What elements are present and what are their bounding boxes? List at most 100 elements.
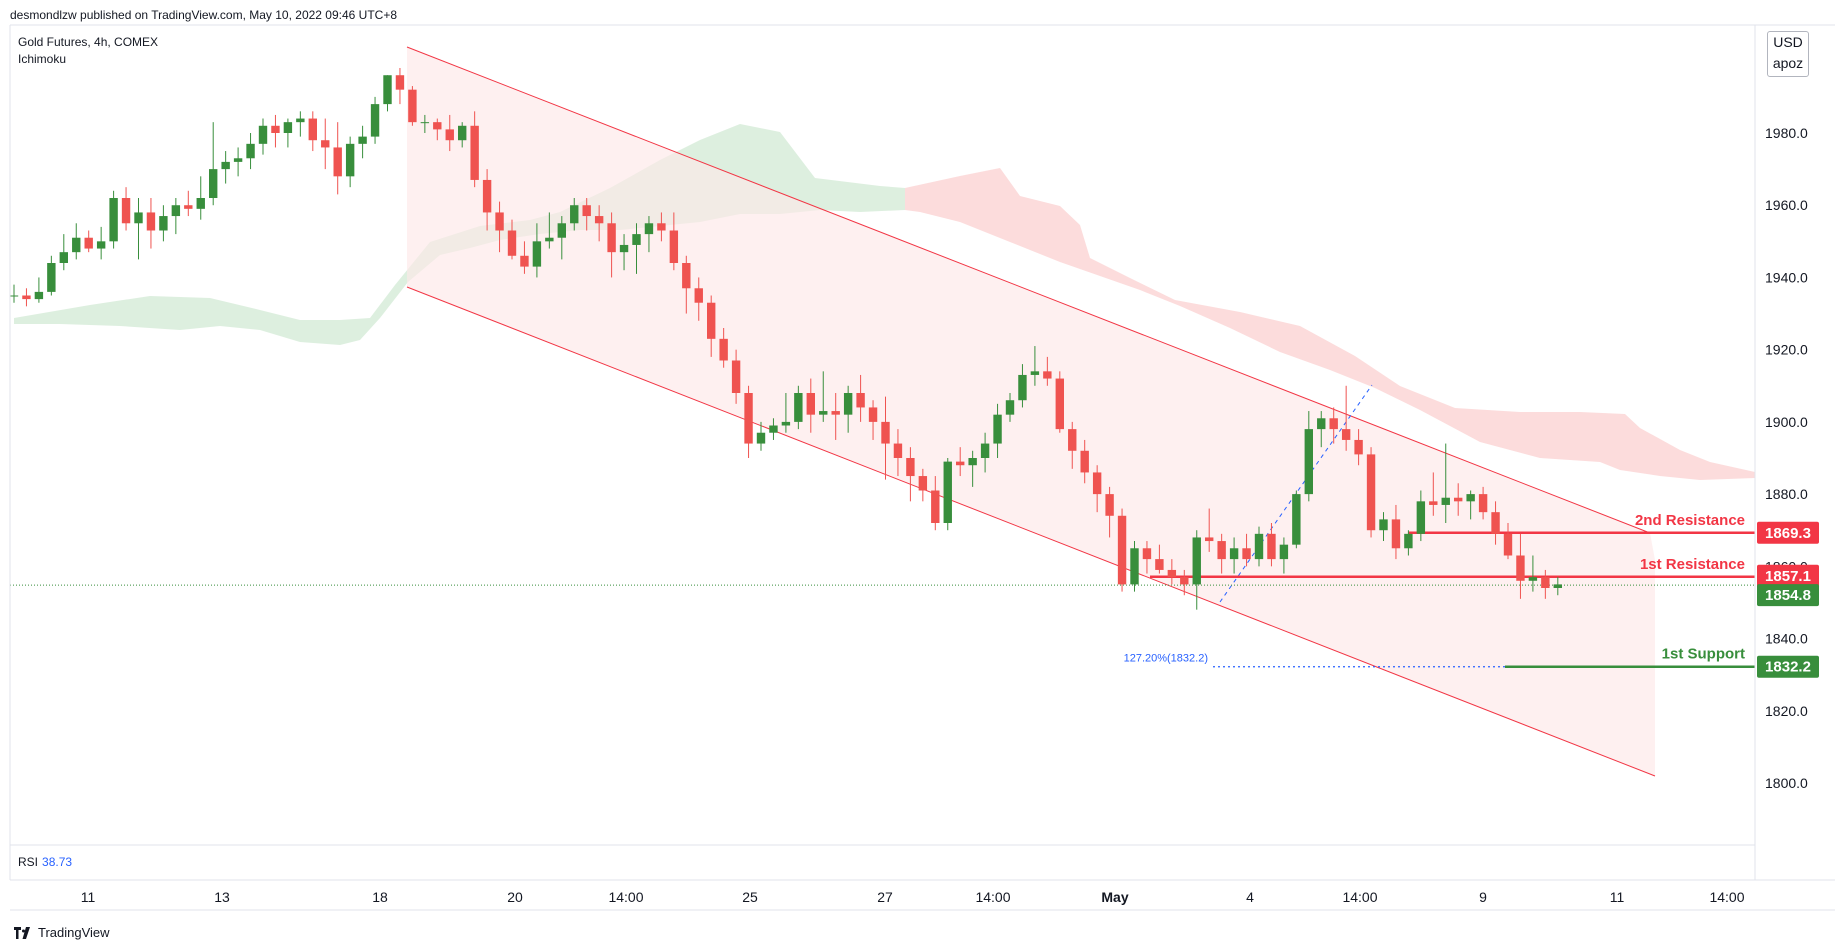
candle — [1354, 429, 1363, 466]
descending-channel — [406, 46, 1656, 777]
candle-body — [1055, 378, 1064, 430]
candle — [582, 198, 591, 231]
candle-body — [781, 421, 791, 426]
tradingview-brand[interactable]: TradingView — [14, 925, 110, 940]
candle-body — [980, 443, 990, 458]
candle-body — [968, 458, 977, 466]
y-tick-label: 1880.0 — [1765, 486, 1808, 502]
candle-body — [258, 125, 268, 144]
candle-body — [84, 237, 93, 249]
candle — [1130, 541, 1139, 592]
candle-body — [1229, 548, 1239, 560]
candle-body — [209, 169, 218, 198]
price-tag-box — [1757, 655, 1819, 678]
candle — [1155, 544, 1164, 574]
candle-body — [1192, 537, 1201, 585]
candle — [1167, 559, 1177, 585]
candle — [644, 216, 654, 253]
price-tag: 1832.2 — [1757, 655, 1819, 678]
y-tick-label: 1820.0 — [1765, 703, 1808, 719]
candle-body — [1466, 494, 1475, 502]
candle-body — [1205, 537, 1214, 542]
price-tag-box — [1757, 564, 1819, 587]
candle — [9, 284, 19, 303]
candle — [246, 133, 255, 170]
candle-body — [1180, 577, 1189, 585]
candle-body — [719, 338, 728, 361]
candle — [72, 223, 81, 260]
candle-body — [420, 122, 430, 124]
candle-body — [1391, 519, 1401, 549]
candle — [557, 216, 566, 260]
price-tag: 1869.3 — [1757, 521, 1819, 544]
candle — [470, 111, 479, 188]
candle — [370, 96, 380, 144]
candle-body — [1416, 501, 1426, 534]
candle-body — [856, 393, 865, 408]
candle — [1503, 523, 1513, 560]
candles — [9, 68, 1562, 610]
candle-body — [1354, 439, 1363, 455]
candle-body — [1528, 577, 1538, 581]
indicator-label[interactable]: Ichimoku — [18, 52, 67, 66]
candle-body — [1080, 450, 1089, 473]
candle — [619, 234, 629, 271]
y-tick-label: 1920.0 — [1765, 342, 1808, 358]
candle-body — [495, 212, 504, 231]
price-tag-label: 1854.8 — [1765, 587, 1811, 604]
candle-body — [47, 263, 56, 292]
candle — [980, 432, 990, 473]
candle — [968, 450, 977, 487]
candle-body — [221, 161, 230, 170]
candle — [794, 385, 803, 430]
level-lines: 2nd Resistance 1st Resistance 1st Support 1… — [10, 512, 1755, 668]
candle — [1068, 421, 1077, 469]
candle-body — [458, 125, 467, 141]
candle-body — [1503, 533, 1513, 556]
candle-body — [333, 147, 342, 177]
currency-extra: apoz — [1772, 55, 1804, 71]
price-tag: 1857.1 — [1757, 564, 1819, 587]
candle — [1429, 472, 1438, 516]
candle-body — [196, 198, 205, 209]
candle — [806, 378, 815, 433]
price-tags: 1869.3 1857.1 1854.8 1832.2 — [1757, 521, 1819, 678]
candle — [781, 393, 791, 433]
rsi-label: RSI — [18, 855, 39, 869]
rsi-legend[interactable]: RSI 38.73 — [18, 855, 72, 869]
candle — [1180, 569, 1189, 596]
brand-name: TradingView — [38, 925, 110, 940]
x-tick-label: May — [1101, 889, 1128, 905]
x-tick-label: 4 — [1246, 889, 1254, 905]
candle — [1229, 537, 1239, 574]
candle-body — [943, 461, 952, 523]
candle — [345, 136, 355, 188]
candle-body — [520, 255, 529, 267]
candle — [1142, 541, 1152, 574]
candle — [283, 118, 293, 148]
candle-body — [246, 143, 255, 159]
currency-button[interactable]: USD apoz — [1767, 31, 1809, 77]
candle-body — [109, 198, 118, 242]
candle — [1304, 411, 1313, 502]
candle — [520, 241, 529, 274]
candle — [233, 147, 243, 177]
candle — [1553, 577, 1562, 596]
candle-body — [1516, 555, 1525, 581]
candle-body — [507, 230, 517, 256]
candle-body — [345, 143, 355, 177]
candle-body — [1454, 497, 1463, 502]
level-label-3: 1st Support — [1662, 646, 1745, 663]
candle-body — [1341, 429, 1351, 440]
candle — [1030, 346, 1040, 386]
symbol-title: Gold Futures, 4h, COMEX — [18, 35, 159, 49]
candle-body — [1105, 494, 1114, 516]
candle — [993, 403, 1002, 458]
candle-body — [72, 237, 81, 253]
candle-body — [482, 179, 492, 213]
candle — [1242, 533, 1251, 567]
candle — [258, 118, 268, 155]
candle — [931, 476, 940, 531]
candle-body — [1279, 544, 1289, 560]
